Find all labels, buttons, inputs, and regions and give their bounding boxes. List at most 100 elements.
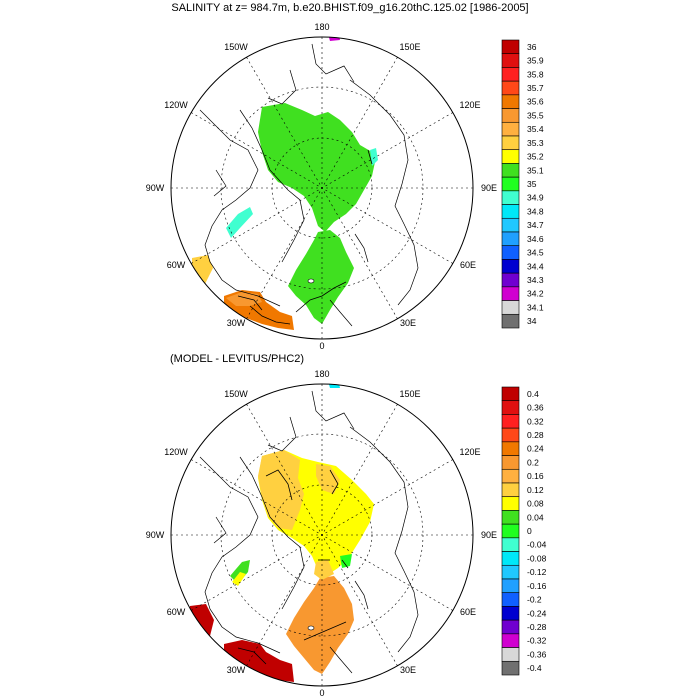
colorbar-label: 35.2: [527, 152, 544, 162]
colorbar-swatch: [501, 176, 520, 192]
lon-label-150e: 150E: [399, 42, 420, 52]
colorbar-label: 35.1: [527, 165, 544, 175]
colorbar-swatch: [501, 660, 520, 676]
lon-label-60w: 60W: [167, 260, 186, 270]
coastlines-2: [199, 390, 419, 674]
lon-label-90e: 90E: [481, 530, 497, 540]
colorbar-label: -0.4: [527, 663, 542, 673]
colorbar-label: 35.7: [527, 83, 544, 93]
graticule-2: [171, 384, 473, 686]
lon-label-30e: 30E: [400, 665, 416, 675]
field-baffin-bay: [226, 207, 253, 238]
lon-label-0: 0: [319, 341, 324, 351]
colorbar-swatch: [501, 163, 520, 178]
colorbar-label: 36: [527, 42, 537, 52]
colorbar-label: 0.24: [527, 444, 544, 454]
colorbar-swatch: [501, 441, 520, 456]
colorbar-swatch: [501, 482, 520, 498]
colorbar-label: 0.16: [527, 471, 544, 481]
colorbar-swatch: [501, 400, 520, 415]
colorbar-label: 0.08: [527, 499, 544, 509]
colorbar-label: 0.36: [527, 403, 544, 413]
colorbar-swatch: [501, 190, 520, 205]
colorbar-swatch: [501, 39, 520, 55]
field-nordic-seas-diff: [286, 576, 354, 674]
field-north-atlantic-diff: [224, 640, 294, 682]
colorbar-label: -0.04: [527, 540, 547, 550]
colorbar-label: 0.32: [527, 416, 544, 426]
colorbar-label: 34.2: [527, 289, 544, 299]
panel-2-map: 180 150W 150E 120W 120E 90W 90E 60W 60E …: [146, 369, 497, 698]
field-fram-strait-diff: [314, 560, 334, 580]
colorbar-label: 35.4: [527, 124, 544, 134]
colorbar-label: -0.32: [527, 636, 547, 646]
colorbar-swatch: [501, 578, 520, 594]
colorbar-label: 34.1: [527, 302, 544, 312]
island-marker: [307, 278, 315, 284]
colorbar-label: 34.4: [527, 261, 544, 271]
lon-label-150e: 150E: [399, 389, 420, 399]
colorbar-label: 35.5: [527, 110, 544, 120]
colorbar-label: -0.24: [527, 608, 547, 618]
lon-label-150w: 150W: [224, 389, 248, 399]
colorbar-swatch: [501, 313, 520, 329]
coastlines: [199, 43, 419, 327]
colorbar-label: 0.12: [527, 485, 544, 495]
lon-label-30w: 30W: [227, 318, 246, 328]
colorbar-swatch: [501, 300, 520, 315]
colorbar-swatch: [501, 286, 520, 301]
colorbar-label: 35.6: [527, 97, 544, 107]
map-boundary-1: [170, 36, 474, 340]
lon-label-120e: 120E: [459, 100, 480, 110]
field-bering: [328, 37, 340, 41]
colorbar-swatch: [501, 217, 520, 233]
colorbar-swatch: [501, 619, 520, 635]
colorbar-swatch: [501, 551, 520, 566]
field-eurasian-diff: [316, 464, 340, 494]
colorbar-swatch: [501, 259, 520, 274]
lon-label-180: 180: [314, 22, 329, 32]
colorbar-label: 34.8: [527, 206, 544, 216]
colorbar-swatch: [501, 80, 520, 96]
lon-label-150w: 150W: [224, 42, 248, 52]
field-bering-diff: [328, 384, 340, 388]
colorbar-label: -0.16: [527, 581, 547, 591]
colorbar-swatch: [501, 455, 520, 470]
colorbar-swatch: [501, 149, 520, 164]
graticule-1: [171, 37, 473, 339]
colorbar-label: 0.28: [527, 430, 544, 440]
field-baffin-diff-2: [232, 572, 246, 586]
lon-label-60e: 60E: [460, 260, 476, 270]
colorbar-label: -0.2: [527, 595, 542, 605]
colorbar-swatch: [501, 108, 520, 123]
lon-label-120w: 120W: [164, 100, 188, 110]
colorbar-2: 0.4 0.36 0.32 0.28 0.24 0.2 0.16 0.12 0.08 0.04 0 -…: [501, 386, 547, 676]
colorbar-label: -0.08: [527, 553, 547, 563]
colorbar-swatch: [501, 231, 520, 247]
contours: [237, 149, 373, 325]
colorbar-1: 36 35.9 35.8 35.7 35.6 35.5 35.4 35.3 35.2 35.1 35…: [501, 39, 544, 329]
colorbar-swatch: [501, 523, 520, 539]
panel-1-map: 180 150W 150E 120W 120E 90W 90E 60W 60E …: [146, 22, 497, 351]
colorbar-label: 35.9: [527, 56, 544, 66]
colorbar-swatch: [501, 468, 520, 484]
lon-label-0: 0: [319, 688, 324, 698]
colorbar-swatch: [501, 592, 520, 607]
colorbar-swatch: [501, 510, 520, 525]
colorbar-swatch: [501, 272, 520, 288]
panel-1-title: SALINITY at z= 984.7m, b.e20.BHIST.f09_g…: [171, 2, 529, 14]
field-north-atlantic-light: [226, 292, 262, 306]
colorbar-label: 34.6: [527, 234, 544, 244]
colorbar-label: 34: [527, 316, 537, 326]
colorbar-label: -0.36: [527, 649, 547, 659]
colorbar-label: 0.2: [527, 457, 539, 467]
colorbar-swatch: [501, 427, 520, 443]
colorbar-swatch: [501, 245, 520, 260]
colorbar-swatch: [501, 53, 520, 68]
field-nordic-seas: [288, 230, 354, 324]
colorbar-label: 0: [527, 526, 532, 536]
lon-label-90e: 90E: [481, 183, 497, 193]
colorbar-label: 35.3: [527, 138, 544, 148]
colorbar-label: 34.5: [527, 248, 544, 258]
